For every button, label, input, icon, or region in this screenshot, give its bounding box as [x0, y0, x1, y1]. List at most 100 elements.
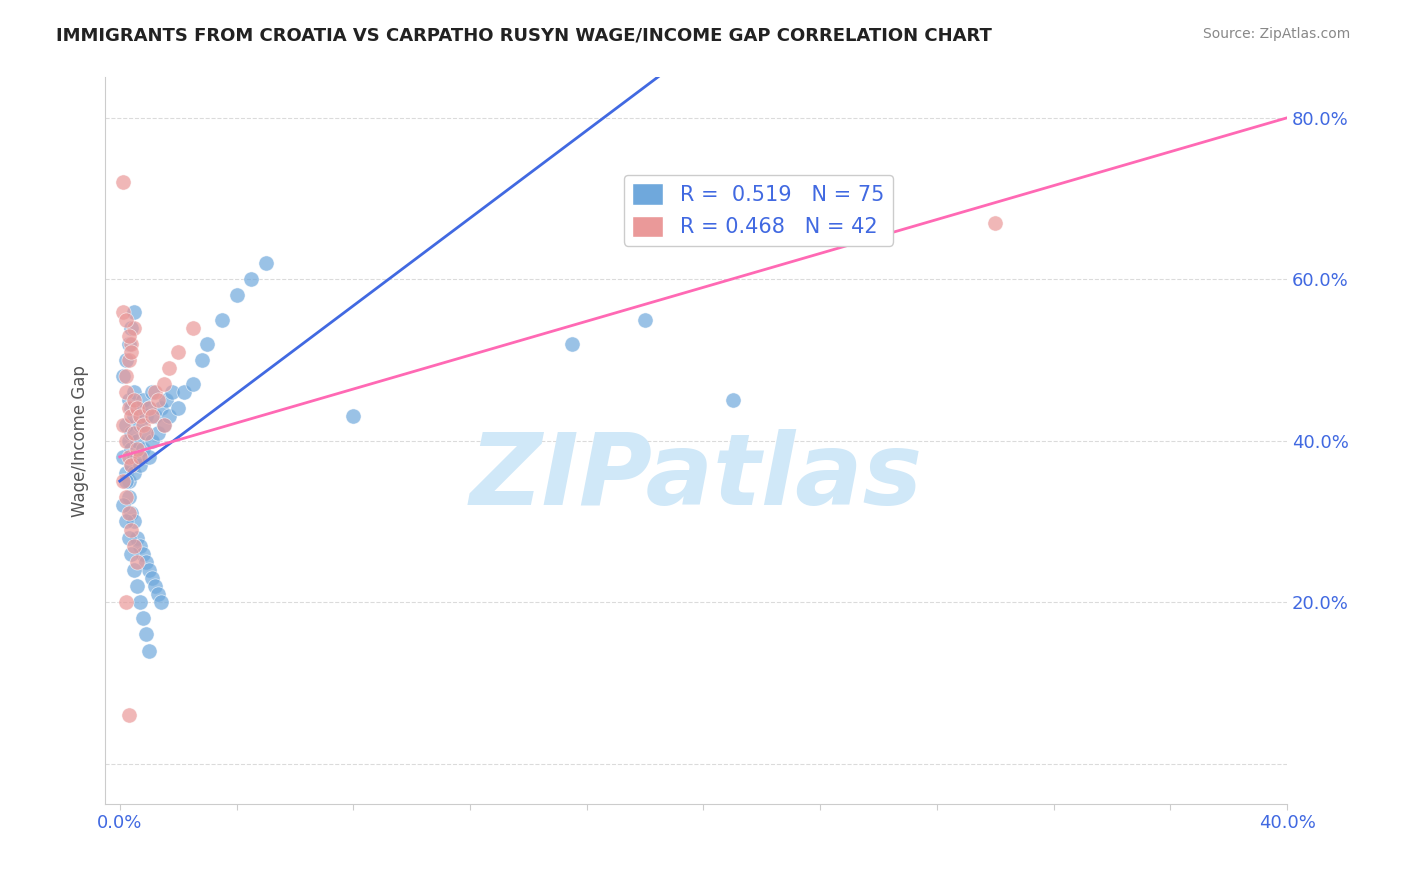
Point: [132, 442, 155, 456]
Point: [121, 458, 143, 472]
Point: [114, 353, 136, 368]
Point: [124, 450, 146, 464]
Point: [114, 595, 136, 609]
Point: [146, 393, 169, 408]
Point: [127, 401, 149, 416]
Point: [121, 401, 143, 416]
Point: [149, 595, 172, 609]
Point: [143, 385, 166, 400]
Point: [117, 328, 139, 343]
Point: [121, 523, 143, 537]
Point: [129, 539, 152, 553]
Point: [114, 490, 136, 504]
Point: [135, 425, 157, 440]
Point: [111, 450, 134, 464]
Point: [117, 474, 139, 488]
Point: [132, 393, 155, 408]
Point: [561, 336, 583, 351]
Text: ZIPatlas: ZIPatlas: [470, 428, 922, 525]
Point: [124, 515, 146, 529]
Point: [121, 425, 143, 440]
Point: [114, 434, 136, 448]
Point: [117, 393, 139, 408]
Point: [124, 466, 146, 480]
Point: [124, 304, 146, 318]
Point: [121, 507, 143, 521]
Point: [254, 256, 277, 270]
Point: [149, 401, 172, 416]
Point: [157, 361, 180, 376]
Point: [124, 563, 146, 577]
Text: Source: ZipAtlas.com: Source: ZipAtlas.com: [1202, 27, 1350, 41]
Point: [117, 353, 139, 368]
Point: [135, 409, 157, 424]
Point: [181, 320, 204, 334]
Point: [121, 320, 143, 334]
Point: [121, 336, 143, 351]
Point: [155, 393, 177, 408]
Point: [111, 474, 134, 488]
Point: [117, 507, 139, 521]
Point: [111, 417, 134, 432]
Point: [117, 401, 139, 416]
Point: [129, 417, 152, 432]
Point: [124, 539, 146, 553]
Point: [114, 417, 136, 432]
Point: [129, 409, 152, 424]
Point: [127, 450, 149, 464]
Point: [114, 466, 136, 480]
Point: [240, 272, 263, 286]
Point: [124, 385, 146, 400]
Point: [127, 555, 149, 569]
Point: [132, 611, 155, 625]
Point: [121, 442, 143, 456]
Point: [111, 498, 134, 512]
Point: [111, 369, 134, 384]
Point: [127, 579, 149, 593]
Point: [114, 369, 136, 384]
Point: [114, 515, 136, 529]
Point: [138, 401, 160, 416]
Point: [138, 643, 160, 657]
Point: [127, 401, 149, 416]
Point: [190, 353, 212, 368]
Point: [984, 216, 1007, 230]
Point: [117, 490, 139, 504]
Point: [121, 547, 143, 561]
Point: [141, 434, 163, 448]
Point: [157, 409, 180, 424]
Point: [124, 320, 146, 334]
Point: [342, 409, 364, 424]
Point: [173, 385, 195, 400]
Point: [152, 417, 174, 432]
Point: [121, 345, 143, 359]
Point: [132, 417, 155, 432]
Point: [143, 409, 166, 424]
Point: [114, 385, 136, 400]
Point: [146, 587, 169, 601]
Text: IMMIGRANTS FROM CROATIA VS CARPATHO RUSYN WAGE/INCOME GAP CORRELATION CHART: IMMIGRANTS FROM CROATIA VS CARPATHO RUSY…: [56, 27, 993, 45]
Point: [117, 450, 139, 464]
Point: [181, 377, 204, 392]
Point: [138, 450, 160, 464]
Point: [141, 385, 163, 400]
Point: [124, 393, 146, 408]
Point: [117, 434, 139, 448]
Point: [121, 458, 143, 472]
Point: [152, 417, 174, 432]
Point: [141, 409, 163, 424]
Point: [162, 385, 184, 400]
Point: [167, 345, 190, 359]
Point: [135, 425, 157, 440]
Y-axis label: Wage/Income Gap: Wage/Income Gap: [72, 365, 89, 516]
Point: [138, 401, 160, 416]
Point: [114, 474, 136, 488]
Point: [167, 401, 190, 416]
Point: [132, 547, 155, 561]
Point: [121, 409, 143, 424]
Point: [225, 288, 247, 302]
Point: [111, 175, 134, 189]
Point: [124, 425, 146, 440]
Point: [135, 555, 157, 569]
Point: [152, 377, 174, 392]
